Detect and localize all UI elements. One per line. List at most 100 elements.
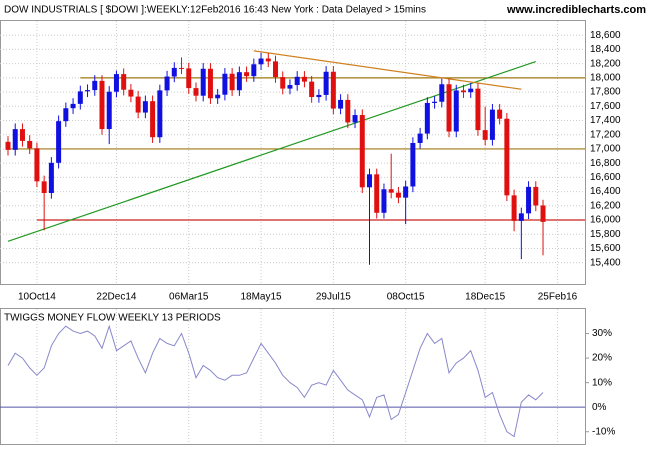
candle-body xyxy=(77,91,83,104)
candle-body xyxy=(99,80,105,130)
candle-body xyxy=(432,101,438,103)
candle-body xyxy=(309,81,315,98)
x-tick-label: 18Dec15 xyxy=(465,292,505,303)
candle-body xyxy=(27,140,33,149)
candle-body xyxy=(316,94,322,98)
y-tick-label: 17,200 xyxy=(590,129,621,140)
candle-body xyxy=(352,115,358,123)
candle-body xyxy=(294,76,300,86)
candle-body xyxy=(142,101,148,113)
candle-body xyxy=(41,181,47,194)
x-tick-label: 22Dec14 xyxy=(96,292,136,303)
candle-body xyxy=(207,68,213,99)
candle-body xyxy=(5,141,11,150)
candle-body xyxy=(150,101,156,138)
candle-body xyxy=(106,91,112,130)
candle-body xyxy=(280,77,286,89)
candle-body xyxy=(244,72,250,77)
candle-body xyxy=(482,130,488,140)
candle-body xyxy=(92,80,98,91)
y-tick-label: 16,400 xyxy=(590,186,621,197)
source: www.incrediblecharts.com xyxy=(506,4,646,16)
candle-body xyxy=(460,90,466,93)
candle-body xyxy=(439,84,445,102)
candle-body xyxy=(85,90,91,92)
candle-body xyxy=(34,148,40,182)
candle-body xyxy=(19,129,25,141)
candle-body xyxy=(359,115,365,188)
candle-body xyxy=(12,129,18,150)
y-tick-label: 20% xyxy=(592,353,612,364)
candle-body xyxy=(338,99,344,109)
candle-body xyxy=(301,76,307,82)
candle-body xyxy=(453,90,459,132)
y-tick-label: -10% xyxy=(592,426,615,437)
x-tick-label: 10Oct14 xyxy=(18,292,56,303)
y-tick-label: 18,400 xyxy=(590,44,621,55)
candle-body xyxy=(489,109,495,140)
candle-body xyxy=(417,133,423,143)
candle-body xyxy=(121,74,127,90)
y-tick-label: 16,800 xyxy=(590,158,621,169)
y-tick-label: 10% xyxy=(592,377,612,388)
candle-body xyxy=(186,68,192,89)
y-tick-label: 17,800 xyxy=(590,87,621,98)
candle-body xyxy=(518,213,524,221)
candle-body xyxy=(323,71,329,95)
y-tick-label: 16,600 xyxy=(590,172,621,183)
candle-body xyxy=(511,195,517,221)
candle-body xyxy=(330,71,336,109)
candle-body xyxy=(265,58,271,62)
candle-body xyxy=(63,108,69,122)
candle-body xyxy=(468,88,474,93)
chart-title: DOW INDUSTRIALS [ $DOWI ]:WEEKLY:12Feb20… xyxy=(4,5,426,16)
candle-body xyxy=(222,73,228,95)
candle-body xyxy=(273,61,279,78)
candle-body xyxy=(157,90,163,138)
price-frame xyxy=(0,20,586,285)
candle-body xyxy=(504,118,510,196)
candle-body xyxy=(475,88,481,131)
candle-body xyxy=(410,142,416,187)
candle-body xyxy=(215,94,221,99)
candle-body xyxy=(374,174,380,213)
candle-body xyxy=(193,88,199,96)
candle-body xyxy=(128,89,134,97)
y-tick-label: 15,400 xyxy=(590,257,621,268)
candle-body xyxy=(164,76,170,91)
y-tick-label: 16,000 xyxy=(590,215,621,226)
y-tick-label: 17,400 xyxy=(590,115,621,126)
x-tick-label: 08Oct15 xyxy=(387,292,425,303)
x-tick-label: 25Feb16 xyxy=(538,292,578,303)
candle-body xyxy=(287,85,293,89)
y-tick-label: 17,000 xyxy=(590,144,621,155)
candle-body xyxy=(540,205,546,222)
candle-body xyxy=(251,64,257,77)
y-tick-label: 18,600 xyxy=(590,30,621,41)
y-tick-label: 18,200 xyxy=(590,58,621,69)
candle-body xyxy=(533,186,539,206)
candle-body xyxy=(403,186,409,198)
candle-body xyxy=(113,74,119,92)
trend-line xyxy=(253,50,522,90)
money-flow-line xyxy=(7,324,544,438)
y-tick-label: 0% xyxy=(592,402,607,413)
y-tick-label: 18,000 xyxy=(590,73,621,84)
candle-body xyxy=(497,109,503,119)
y-tick-label: 16,200 xyxy=(590,200,621,211)
candle-body xyxy=(171,67,177,77)
y-tick-label: 30% xyxy=(592,328,612,339)
candle-body xyxy=(70,103,76,109)
x-tick-label: 18May15 xyxy=(240,292,282,303)
y-tick-label: 15,800 xyxy=(590,229,621,240)
candle-body xyxy=(48,162,54,194)
y-tick-label: 17,600 xyxy=(590,101,621,112)
candle-body xyxy=(200,68,206,96)
candle-body xyxy=(229,73,235,91)
candle-body xyxy=(345,99,351,123)
candle-body xyxy=(388,189,394,193)
candle-body xyxy=(367,174,372,188)
candle-body xyxy=(395,192,401,198)
candle-body xyxy=(236,72,242,91)
